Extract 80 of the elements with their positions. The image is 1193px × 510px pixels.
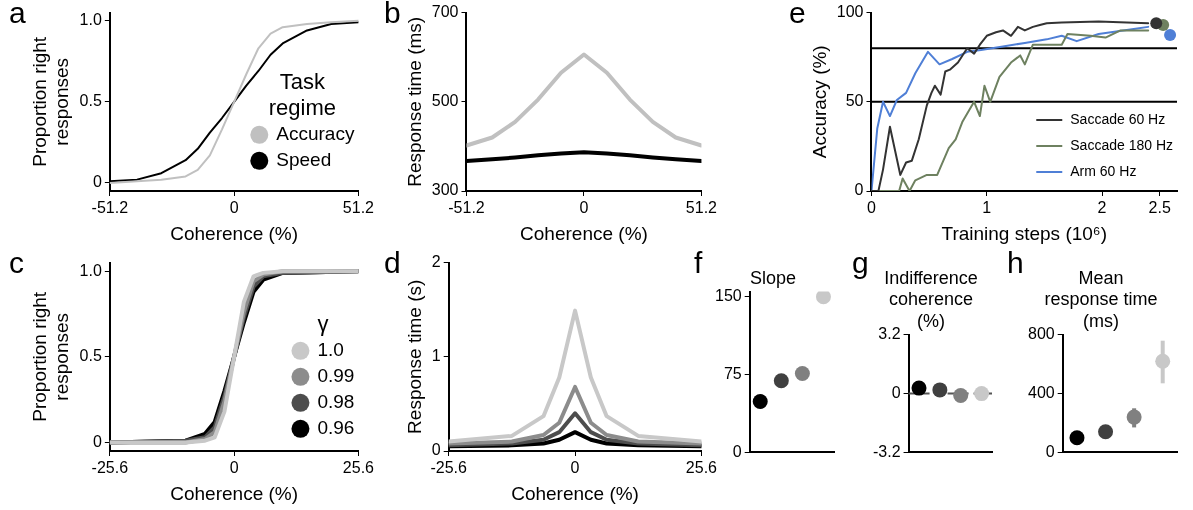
y-tick-label: 400: [1027, 384, 1055, 402]
x-tick-label: -25.6: [91, 459, 129, 477]
annotation: f: [694, 246, 703, 280]
y-tick-label: 0.5: [79, 347, 102, 365]
y-tick-label: 700: [431, 3, 459, 21]
legend-label: Arm 60 Hz: [1070, 162, 1137, 179]
point: [1126, 409, 1142, 425]
x-tick-label: 0: [867, 199, 877, 217]
text: c: [9, 246, 24, 280]
y-tick-label: 2: [431, 253, 441, 271]
x-tick-label: -51.2: [91, 199, 129, 217]
x-tick-label: 0: [229, 199, 239, 217]
y-tick-label: 0: [891, 384, 901, 402]
legend-label: 1.0: [317, 339, 344, 361]
text: g: [852, 246, 869, 280]
x-tick-label: -25.6: [430, 459, 468, 477]
x-tick-label: 51.2: [342, 199, 375, 217]
legend-label: Speed: [276, 149, 332, 171]
y-tick-label: 150: [714, 287, 742, 305]
point: [1155, 353, 1171, 369]
y-tick-label: 1.0: [79, 11, 102, 29]
y-tick-label: 75: [723, 365, 742, 382]
point: [911, 380, 927, 396]
x-tick-label: 0: [570, 459, 580, 477]
y-tick-label: 1: [431, 347, 441, 365]
y-tick-label: 0: [92, 173, 102, 191]
x-axis-title: Coherence (%): [511, 482, 639, 504]
y-tick-label: -3.2: [872, 442, 901, 460]
x-axis-title: Coherence (%): [170, 482, 299, 504]
y-tick-label: 0: [1045, 442, 1055, 460]
y-tick-label: 0: [431, 441, 441, 459]
point: [953, 387, 969, 403]
y-tick-label: 1.0: [79, 261, 102, 279]
point: [752, 394, 768, 410]
x-tick-label: 25.6: [685, 459, 718, 477]
legend-label: Saccade 60 Hz: [1070, 110, 1166, 127]
y-tick-label: 0: [854, 181, 864, 199]
x-tick-label: 25.6: [342, 459, 375, 477]
text: a: [9, 0, 26, 30]
x-axis-title: Training steps (10⁶): [941, 222, 1108, 244]
x-axis-title: Coherence (%): [170, 222, 299, 244]
y-tick-label: 0: [92, 432, 102, 450]
legend-label: 0.99: [317, 365, 355, 387]
y-tick-label: 100: [836, 3, 864, 21]
x-tick-label: 2.5: [1148, 199, 1171, 217]
x-axis-title: Coherence (%): [520, 222, 648, 244]
y-axis-title: Proportion right responses: [28, 36, 73, 167]
y-axis-title: Response time (ms): [403, 16, 425, 187]
point: [932, 382, 948, 398]
legend-label: 0.98: [317, 391, 355, 413]
x-tick-label: -51.2: [448, 199, 485, 217]
legend-label: Saccade 180 Hz: [1070, 136, 1173, 153]
point: [815, 291, 831, 305]
y-tick-label: 0: [732, 442, 742, 460]
x-tick-label: 0: [579, 199, 589, 217]
legend-title: γ: [317, 310, 329, 336]
y-tick-label: 500: [431, 92, 459, 110]
legend-label: Accuracy: [276, 123, 355, 145]
legend-label: 0.96: [317, 417, 355, 439]
text: b: [384, 0, 401, 30]
point: [794, 366, 810, 382]
point: [1098, 424, 1114, 440]
chart-title: Slope: [749, 267, 797, 288]
text: h: [1007, 246, 1024, 280]
y-axis-title: Proportion right responses: [28, 291, 73, 422]
y-tick-label: 0.5: [79, 92, 102, 110]
point: [974, 386, 990, 402]
point: [1069, 430, 1085, 446]
x-tick-label: 1: [982, 199, 992, 217]
text: d: [384, 246, 401, 280]
y-axis-title: Accuracy (%): [808, 45, 830, 159]
y-axis-title: Response time (s): [403, 279, 425, 434]
y-tick-label: 300: [431, 181, 459, 199]
legend-title: Task regime: [268, 68, 336, 120]
x-tick-label: 0: [229, 459, 239, 477]
point: [773, 373, 789, 389]
x-tick-label: 51.2: [685, 199, 718, 217]
text: e: [789, 0, 806, 30]
x-tick-label: 2: [1097, 199, 1107, 217]
y-tick-label: 50: [845, 92, 864, 110]
